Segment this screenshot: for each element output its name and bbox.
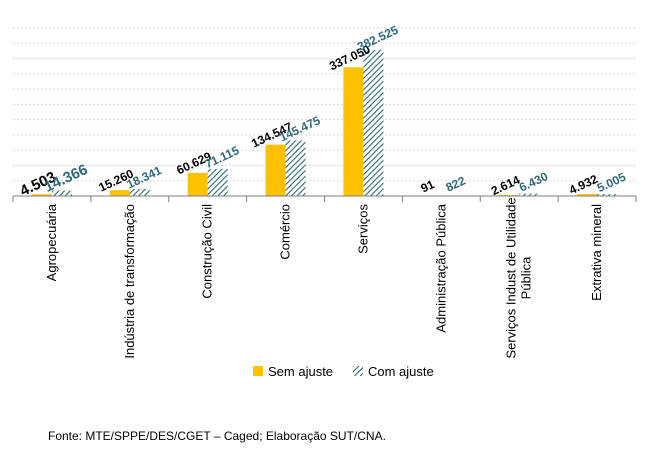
bar-com-ajuste [51, 190, 72, 196]
gridlines [13, 27, 636, 182]
bar-com-ajuste [363, 49, 384, 196]
category-label: Comércio [278, 204, 293, 260]
data-label-com-ajuste: 71.115 [203, 143, 242, 171]
bar-com-ajuste [285, 140, 306, 196]
bar-com-ajuste [207, 168, 228, 196]
category-label: Serviços Indust de Utilidade [504, 197, 519, 358]
bar-sem-ajuste [187, 172, 208, 196]
data-label-com-ajuste: 822 [444, 173, 468, 194]
bar-sem-ajuste [343, 67, 364, 196]
legend-swatch-sem-ajuste [253, 366, 263, 376]
bar-sem-ajuste [577, 194, 598, 196]
legend-swatch-com-ajuste [353, 366, 363, 376]
category-label: Serviços [355, 204, 370, 254]
legend-label-sem-ajuste: Sem ajuste [268, 364, 333, 379]
bars [31, 49, 618, 197]
legend: Sem ajuste Com ajuste [253, 364, 434, 379]
source-note: Fonte: MTE/SPPE/DES/CGET – Caged; Elabor… [48, 429, 386, 443]
data-label-com-ajuste: 145.475 [277, 113, 323, 144]
bar-sem-ajuste [265, 144, 286, 196]
data-label-sem-ajuste: 2.614 [489, 173, 522, 199]
bar-sem-ajuste [109, 190, 130, 196]
category-label: Extrativa mineral [589, 204, 604, 301]
category-label: Administração Pública [433, 203, 448, 332]
data-label-com-ajuste: 6.430 [517, 169, 550, 195]
category-label: Pública [519, 256, 534, 299]
bar-com-ajuste [129, 188, 150, 196]
legend-label-com-ajuste: Com ajuste [368, 364, 434, 379]
bar-com-ajuste [519, 193, 540, 196]
data-label-com-ajuste: 5.005 [595, 170, 628, 196]
data-label-com-ajuste: 382.525 [355, 23, 401, 54]
category-label: Indústria de transformação [122, 204, 137, 359]
x-axis [12, 195, 637, 202]
category-label: Agropecuária [44, 203, 59, 281]
data-label-sem-ajuste: 91 [419, 177, 437, 195]
bar-sem-ajuste [31, 194, 52, 196]
category-label: Construção Civil [200, 204, 215, 299]
category-labels: Agropecuária Indústria de transformação Co… [44, 197, 604, 358]
bar-com-ajuste [597, 194, 618, 196]
data-label-com-ajuste: 18.341 [125, 163, 164, 191]
